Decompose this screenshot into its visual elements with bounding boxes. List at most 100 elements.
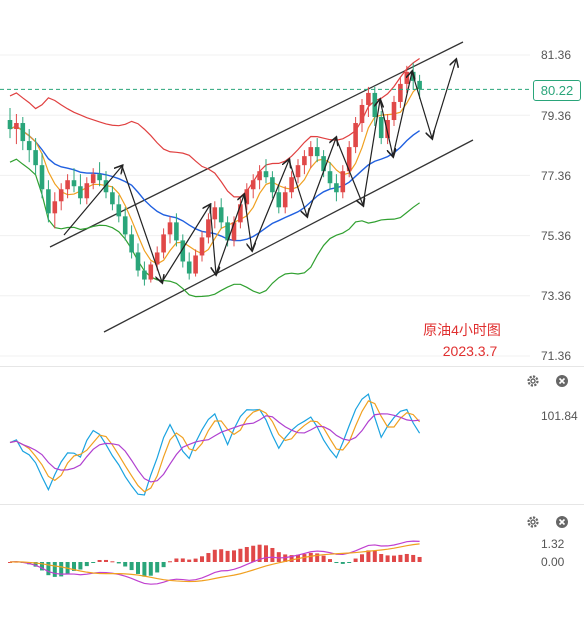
candle-body [97, 174, 102, 181]
macd-histogram-bar [315, 553, 320, 562]
candle-body [33, 150, 38, 166]
candle-body [180, 240, 186, 262]
pane-divider [0, 366, 584, 367]
oscillator-slow-line [9, 413, 420, 483]
macd-histogram-bar [270, 547, 275, 562]
macd-histogram-bar [232, 550, 236, 562]
candle-body [353, 123, 358, 148]
zigzag-arrow [379, 99, 393, 156]
zigzag-arrow [121, 165, 162, 282]
candle-body [321, 156, 326, 172]
chart-title: 原油4小时图 [423, 322, 501, 338]
candle-body [250, 180, 256, 190]
candle-body [308, 147, 314, 157]
macd-histogram-bar [398, 554, 403, 562]
candle-body [78, 186, 83, 199]
pane-divider [0, 504, 584, 505]
candle-body [122, 216, 128, 235]
candle-body [193, 255, 198, 274]
macd-histogram-bar [110, 561, 115, 563]
macd-histogram-bar [264, 545, 268, 562]
candle-body [372, 92, 378, 118]
y-tick-label: 71.36 [541, 349, 572, 363]
candle-body [378, 117, 384, 139]
candle-body [385, 120, 390, 139]
macd-histogram-bar [251, 545, 256, 562]
candle-body [225, 222, 230, 241]
gear-icon[interactable] [526, 374, 540, 388]
bollinger-lower-line [9, 158, 420, 298]
candle-body [404, 71, 410, 84]
macd-histogram-bar [392, 555, 396, 562]
candle-body [417, 80, 422, 90]
candle-body [161, 234, 166, 253]
macd-histogram-bar [283, 554, 288, 562]
candle-body [314, 147, 320, 157]
candle-body [135, 252, 141, 271]
macd-histogram-bar [161, 562, 166, 568]
candle-body [289, 177, 294, 193]
candle-body [276, 192, 282, 208]
candle-body [302, 156, 307, 166]
macd-histogram-bar [404, 553, 409, 562]
candle-body [206, 219, 211, 238]
macd-histogram-bar [168, 561, 172, 563]
candle-body [84, 183, 90, 199]
candle-body [231, 222, 237, 241]
candle-body [359, 104, 365, 124]
macd-dif-line [9, 540, 420, 585]
candle-body [270, 177, 275, 193]
macd-histogram-bar [129, 562, 134, 571]
osc-tick-label: 101.84 [541, 409, 578, 423]
candle-body [334, 183, 339, 193]
candle-body [14, 123, 19, 130]
macd-histogram-bar [340, 562, 345, 564]
macd-histogram-bar [360, 554, 364, 562]
candle-body [148, 264, 154, 280]
macd-histogram-bar [379, 554, 384, 562]
candle-body [398, 83, 403, 102]
candle-body [58, 189, 64, 202]
macd-histogram-bar [78, 562, 83, 570]
macd-histogram-bar [155, 562, 160, 573]
macd-histogram-bar [136, 562, 140, 574]
macd-histogram-bar [8, 562, 12, 563]
candle-body [46, 189, 51, 214]
macd-histogram-bar [33, 562, 38, 567]
macd-histogram-bar [104, 559, 108, 562]
candle-body [366, 92, 371, 105]
candle-body [7, 120, 13, 130]
candle-body [167, 222, 173, 235]
close-icon[interactable] [555, 515, 569, 529]
oscillator-signal-line [9, 400, 421, 493]
macd-pane [8, 540, 422, 585]
macd-histogram-bar [225, 550, 230, 562]
y-tick-label: 81.36 [541, 48, 572, 62]
zigzag-arrow [243, 194, 252, 250]
macd-histogram-bar [84, 562, 89, 567]
macd-histogram-bar [257, 544, 262, 562]
current-price-badge: 80.22 [533, 80, 581, 101]
candle-body [90, 174, 96, 184]
macd-tick-label: 0.00 [541, 555, 565, 569]
candle-body [154, 252, 160, 265]
candle-body [295, 165, 301, 178]
price-gridlines [0, 54, 530, 357]
zigzag-arrow [63, 166, 122, 236]
macd-histogram-bar [174, 558, 179, 562]
macd-histogram-bar [212, 549, 217, 562]
y-tick-label: 77.36 [541, 169, 572, 183]
oscillator-fast-line [9, 393, 421, 496]
candle-body [129, 234, 134, 253]
macd-histogram-bar [372, 550, 377, 562]
macd-histogram-bar [46, 562, 51, 576]
zigzag-arrow [288, 159, 307, 216]
macd-histogram-bar [328, 559, 332, 562]
gear-icon[interactable] [526, 515, 540, 529]
close-icon[interactable] [555, 374, 569, 388]
macd-histogram-bar [276, 552, 281, 562]
candle-body [340, 171, 346, 193]
macd-histogram-bar [206, 553, 211, 562]
candle-body [186, 261, 192, 274]
